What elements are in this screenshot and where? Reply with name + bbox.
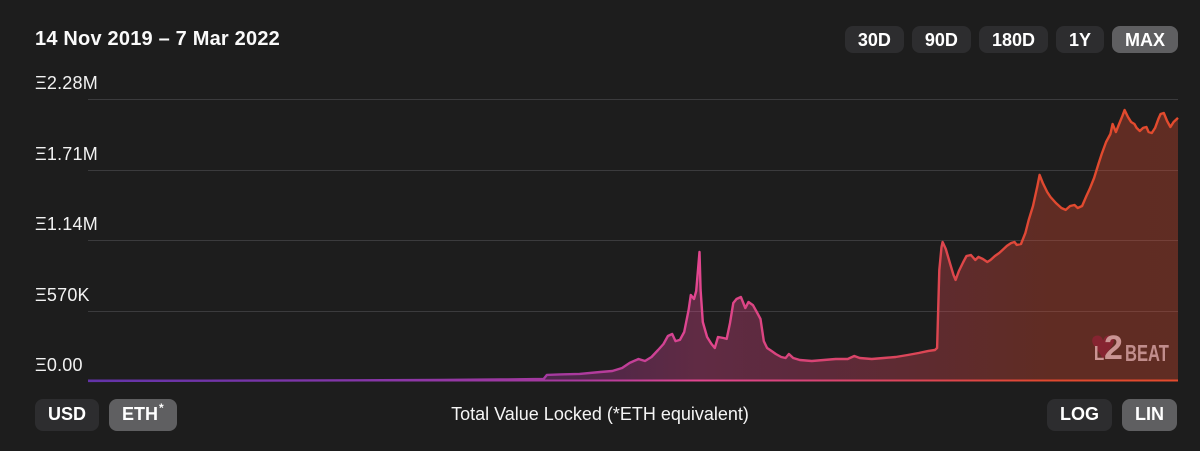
tvl-area-fill (88, 110, 1178, 381)
heart-icon: ♥ (1090, 321, 1117, 370)
y-axis-tick-label: Ξ2.28M (35, 73, 98, 93)
watermark-letter-l: L (1093, 343, 1105, 365)
range-1y-button[interactable]: 1Y (1055, 26, 1104, 53)
currency-usd-button[interactable]: USD (35, 399, 100, 431)
range-90d-button[interactable]: 90D (911, 26, 971, 53)
gridline (88, 170, 1178, 171)
asterisk-superscript: * (159, 401, 164, 415)
currency-toggle-group: USD ETH * (35, 399, 177, 431)
range-button-group: 30D 90D 180D 1Y MAX (844, 26, 1178, 53)
range-max-button[interactable]: MAX (1112, 26, 1178, 53)
y-axis-tick-label: Ξ1.14M (35, 214, 98, 234)
watermark-digit-2: 2 (1104, 329, 1123, 367)
chart-caption: Total Value Locked (*ETH equivalent) (451, 404, 749, 424)
y-axis-tick-label: Ξ1.71M (35, 144, 98, 164)
tvl-series-line (87, 108, 1179, 383)
l2beat-watermark: ♥ L 2 BEAT (1089, 324, 1189, 371)
currency-eth-button[interactable]: ETH * (109, 399, 177, 431)
date-range-label: 14 Nov 2019 – 7 Mar 2022 (35, 28, 280, 50)
watermark-beat-text: BEAT (1125, 340, 1169, 366)
range-180d-button[interactable]: 180D (978, 26, 1048, 53)
y-axis-tick-label: Ξ0.00 (35, 355, 83, 375)
range-30d-button[interactable]: 30D (844, 26, 904, 53)
scale-lin-button[interactable]: LIN (1122, 399, 1177, 431)
scale-toggle-group: LOG LIN (1047, 399, 1177, 431)
scale-log-button[interactable]: LOG (1047, 399, 1112, 431)
gridline (88, 240, 1178, 241)
y-axis-tick-label: Ξ570K (35, 285, 90, 305)
gridline (88, 311, 1178, 312)
gridline (88, 99, 1178, 100)
